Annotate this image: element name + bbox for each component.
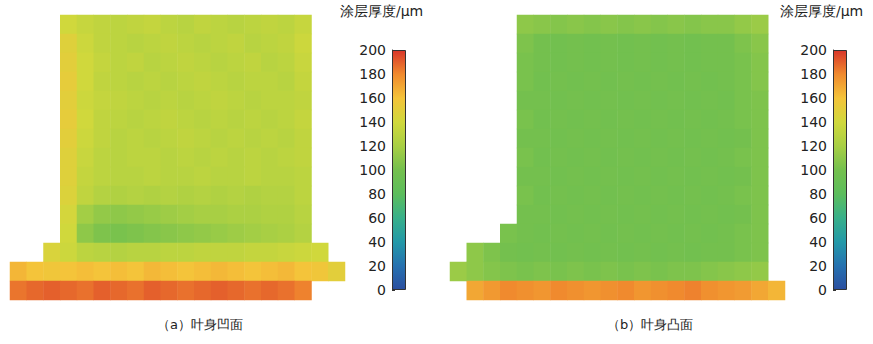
svg-text:200: 200	[800, 42, 827, 58]
svg-text:100: 100	[800, 162, 827, 178]
svg-text:120: 120	[800, 138, 827, 154]
svg-text:20: 20	[368, 258, 386, 274]
svg-text:140: 140	[800, 114, 827, 130]
svg-text:40: 40	[368, 234, 386, 250]
svg-text:涂层厚度/μm: 涂层厚度/μm	[340, 3, 423, 19]
svg-text:100: 100	[359, 162, 386, 178]
svg-text:0: 0	[377, 282, 386, 298]
svg-text:160: 160	[800, 90, 827, 106]
svg-text:140: 140	[359, 114, 386, 130]
svg-text:180: 180	[359, 66, 386, 82]
svg-text:120: 120	[359, 138, 386, 154]
svg-text:60: 60	[809, 210, 827, 226]
svg-text:（b）叶身凸面: （b）叶身凸面	[607, 317, 693, 332]
svg-text:0: 0	[818, 282, 827, 298]
svg-text:200: 200	[359, 42, 386, 58]
svg-text:80: 80	[809, 186, 827, 202]
svg-text:80: 80	[368, 186, 386, 202]
svg-text:180: 180	[800, 66, 827, 82]
svg-text:（a）叶身凹面: （a）叶身凹面	[157, 317, 243, 332]
svg-text:20: 20	[809, 258, 827, 274]
svg-text:60: 60	[368, 210, 386, 226]
svg-text:涂层厚度/μm: 涂层厚度/μm	[780, 3, 863, 19]
svg-text:160: 160	[359, 90, 386, 106]
svg-text:40: 40	[809, 234, 827, 250]
